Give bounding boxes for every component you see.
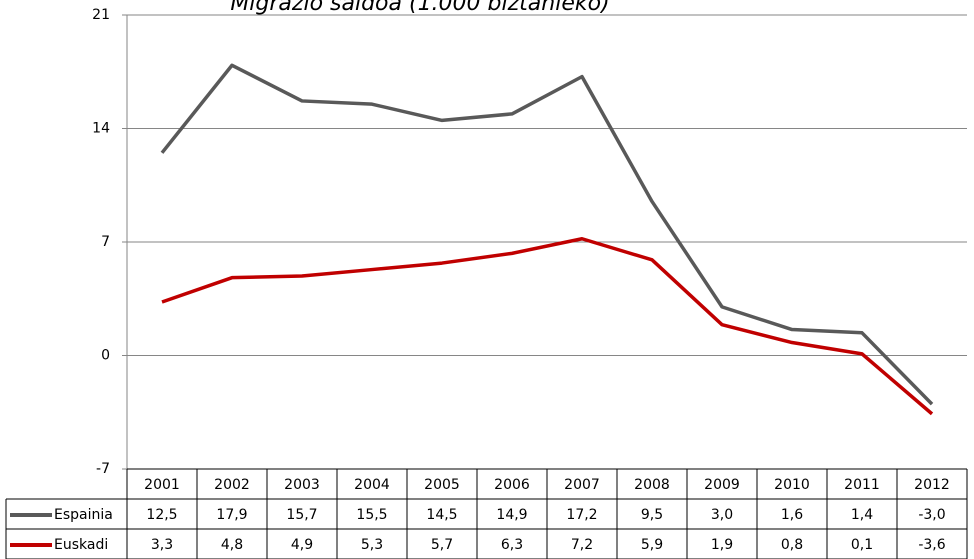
data-label: 1,4	[851, 507, 873, 523]
x-tick-label: 2004	[354, 477, 390, 493]
data-label: 5,7	[431, 537, 453, 553]
y-tick-label: 21	[92, 7, 110, 23]
data-label: 0,1	[851, 537, 873, 553]
data-label: 1,6	[781, 507, 803, 523]
y-tick-label: 7	[101, 234, 110, 250]
data-label: 4,8	[221, 537, 243, 553]
data-label: 12,5	[146, 507, 177, 523]
legend-label: Espainia	[54, 507, 113, 523]
data-label: 5,3	[361, 537, 383, 553]
data-label: 15,5	[356, 507, 387, 523]
x-tick-label: 2002	[214, 477, 250, 493]
y-tick-label: 0	[101, 348, 110, 364]
x-tick-label: 2003	[284, 477, 320, 493]
x-tick-label: 2005	[424, 477, 460, 493]
data-label: 14,9	[496, 507, 527, 523]
data-label: 0,8	[781, 537, 803, 553]
data-label: 3,0	[711, 507, 733, 523]
data-label: 17,9	[216, 507, 247, 523]
x-tick-label: 2001	[144, 477, 180, 493]
data-label: 17,2	[566, 507, 597, 523]
data-label: -3,0	[918, 507, 945, 523]
data-label: -3,6	[918, 537, 945, 553]
data-label: 1,9	[711, 537, 733, 553]
x-tick-label: 2012	[914, 477, 950, 493]
data-label: 9,5	[641, 507, 663, 523]
x-tick-label: 2006	[494, 477, 530, 493]
data-label: 15,7	[286, 507, 317, 523]
data-label: 14,5	[426, 507, 457, 523]
data-label: 6,3	[501, 537, 523, 553]
x-tick-label: 2007	[564, 477, 600, 493]
x-tick-label: 2008	[634, 477, 670, 493]
data-label: 4,9	[291, 537, 313, 553]
data-label: 3,3	[151, 537, 173, 553]
y-tick-label: 14	[92, 121, 110, 137]
x-tick-label: 2010	[774, 477, 810, 493]
y-tick-label: -7	[96, 461, 110, 477]
x-tick-label: 2011	[844, 477, 880, 493]
chart-title: Migrazio saldoa (1.000 biztanleko)	[230, 0, 609, 16]
series-line	[161, 237, 934, 416]
x-tick-label: 2009	[704, 477, 740, 493]
series-line	[160, 63, 934, 406]
legend-label: Euskadi	[54, 537, 108, 553]
data-label: 5,9	[641, 537, 663, 553]
data-label: 7,2	[571, 537, 593, 553]
